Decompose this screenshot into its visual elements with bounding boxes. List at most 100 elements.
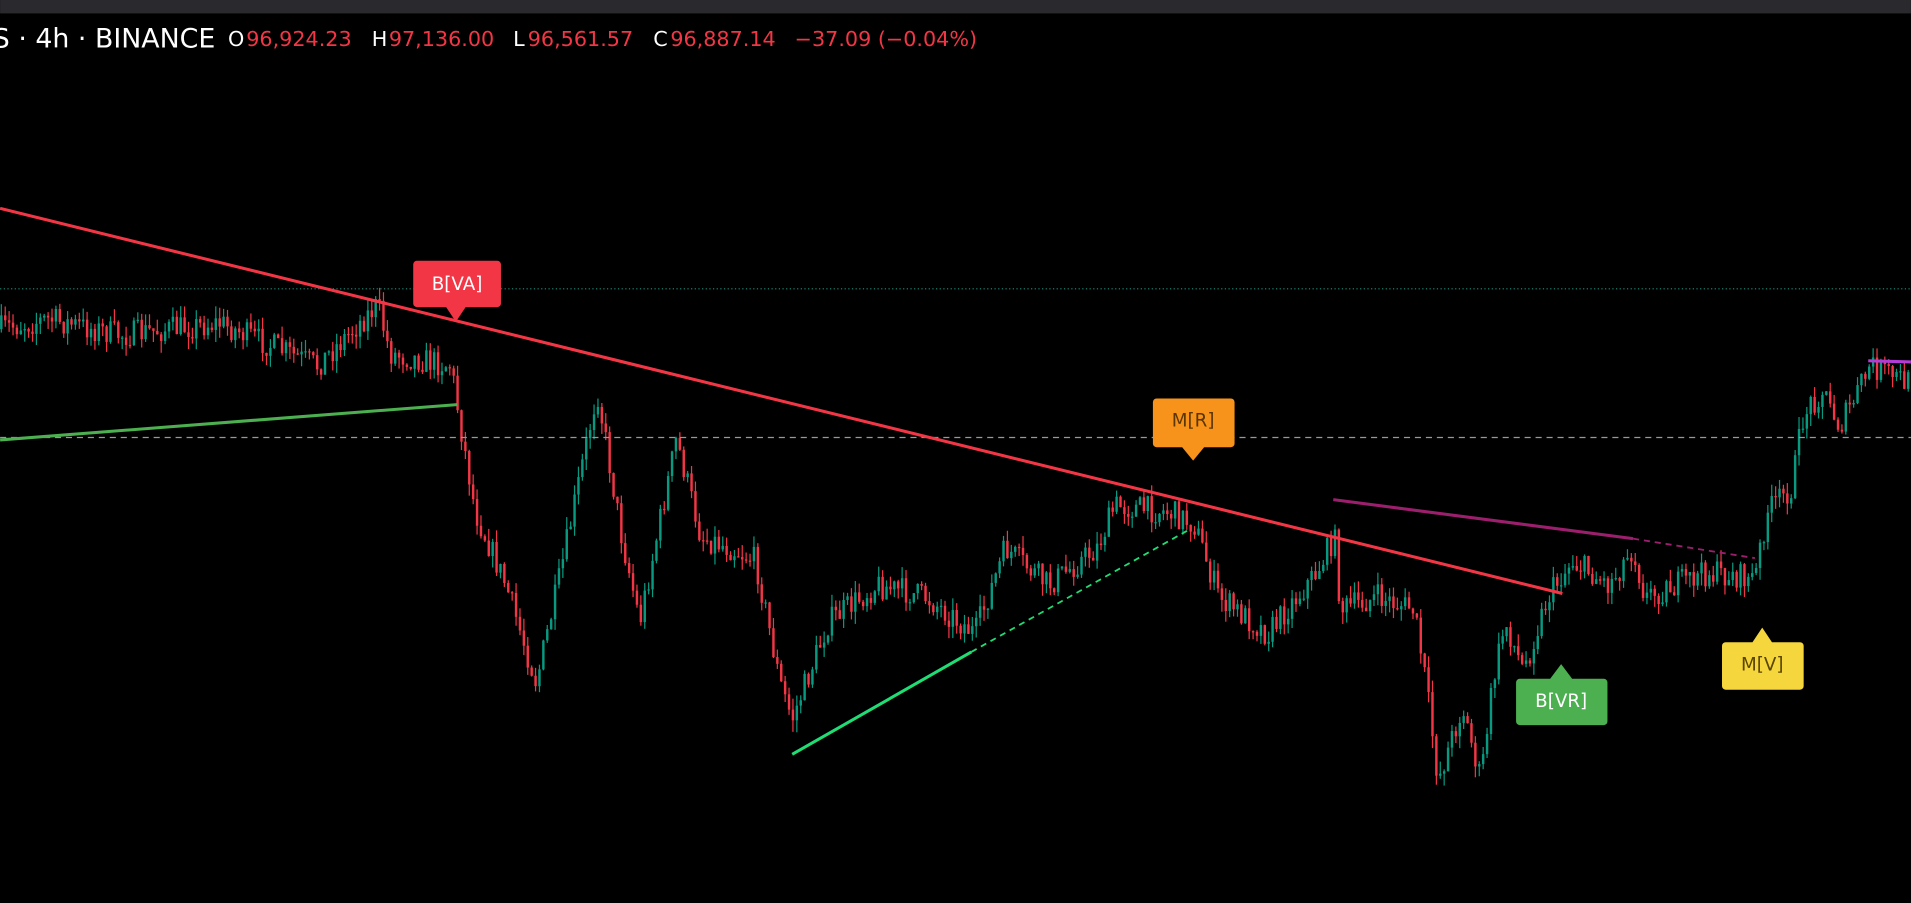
candle-part [1446, 747, 1450, 772]
candle-part [1400, 606, 1403, 610]
candle-part [799, 700, 802, 706]
candle-part [717, 536, 721, 550]
candle-part [1567, 567, 1571, 574]
candle-part [1142, 497, 1146, 511]
candle-part [1407, 597, 1411, 609]
candle-part [620, 503, 623, 544]
candle-part [1497, 643, 1500, 680]
candle-part [1010, 551, 1013, 559]
candle-part [861, 601, 865, 607]
candle-part [89, 328, 93, 338]
signal-label: B[VA] [432, 274, 483, 295]
candle-part [1622, 559, 1625, 581]
candle-part [538, 669, 541, 687]
candle-part [1064, 566, 1068, 572]
candle-part [1123, 507, 1126, 514]
candle-part [386, 330, 389, 342]
candle-part [1041, 563, 1044, 585]
candle-part [1208, 561, 1212, 583]
candle-part [1349, 598, 1352, 604]
candle-part [1091, 557, 1095, 561]
candle-part [869, 598, 873, 603]
candle-part [1337, 529, 1341, 602]
candle-part [932, 605, 935, 613]
candle-part [1875, 357, 1879, 380]
candle-part [795, 705, 799, 721]
candle-part [175, 316, 179, 335]
candle-part [1037, 563, 1040, 569]
candle-part [468, 451, 471, 485]
candle-part [1556, 577, 1559, 586]
candle-part [124, 337, 128, 345]
candle-part [1669, 581, 1672, 593]
candle-part [1641, 582, 1645, 598]
candle-part [1739, 564, 1742, 588]
candle-part [1045, 572, 1048, 585]
candle-part [101, 323, 104, 327]
candle-part [1302, 598, 1306, 600]
candle-part [234, 328, 237, 341]
candle-part [1392, 596, 1395, 609]
candle-part [327, 351, 331, 353]
candle-part [1345, 598, 1348, 613]
candle-part [1466, 716, 1469, 724]
candle-part [1598, 579, 1602, 581]
candle-part [241, 332, 245, 341]
candle-part [226, 316, 229, 327]
candle-part [760, 584, 763, 603]
candle-part [581, 459, 584, 478]
candle-part [534, 675, 537, 687]
candle-part [1372, 594, 1376, 601]
candle-part [1848, 402, 1851, 405]
candle-part [815, 645, 818, 670]
candle-part [222, 316, 225, 327]
candle-part [46, 315, 50, 318]
candle-part [959, 625, 962, 634]
candle-part [300, 351, 303, 355]
candle-part [1099, 543, 1103, 546]
candle-part [1154, 522, 1157, 524]
candle-part [561, 559, 565, 569]
candle-part [1758, 542, 1762, 568]
candle-part [1747, 576, 1750, 587]
symbol: S · 4h · BINANCE [0, 24, 215, 55]
candle-part [1723, 568, 1727, 586]
candle-part [1415, 613, 1419, 618]
candle-part [963, 624, 966, 634]
candle-part [1454, 731, 1458, 737]
candle-part [1676, 571, 1680, 596]
candle-part [354, 334, 358, 337]
candle-part [1774, 495, 1777, 498]
candle-part [1185, 510, 1189, 525]
candle-part [1403, 597, 1407, 607]
candle-part [198, 319, 202, 323]
candle-part [456, 375, 459, 411]
candle-part [1544, 608, 1547, 611]
candle-part [1325, 537, 1329, 565]
candle-part [1684, 569, 1688, 576]
candle-part [1587, 555, 1590, 574]
candle-part [1661, 602, 1664, 605]
candle-part [1013, 546, 1017, 552]
candle-part [1887, 364, 1890, 366]
candle-part [830, 606, 834, 636]
candle-part [183, 317, 186, 333]
candle-part [1782, 488, 1785, 494]
candle-part [1805, 414, 1809, 429]
candle-part [1127, 513, 1130, 517]
candle-part [573, 494, 576, 527]
candle-part [475, 499, 479, 526]
candle-part [1801, 428, 1805, 430]
candle-part [1396, 608, 1399, 610]
candle-part [1797, 428, 1801, 456]
candle-part [1606, 578, 1610, 593]
candle-part [1840, 429, 1844, 432]
candle-part [1489, 687, 1493, 734]
candle-part [1138, 497, 1142, 505]
candle-part [109, 321, 112, 342]
candle-part [1509, 627, 1512, 647]
candle-part [132, 320, 136, 346]
candle-part [1361, 599, 1364, 608]
candle-part [1649, 588, 1653, 593]
candle-part [429, 350, 432, 370]
